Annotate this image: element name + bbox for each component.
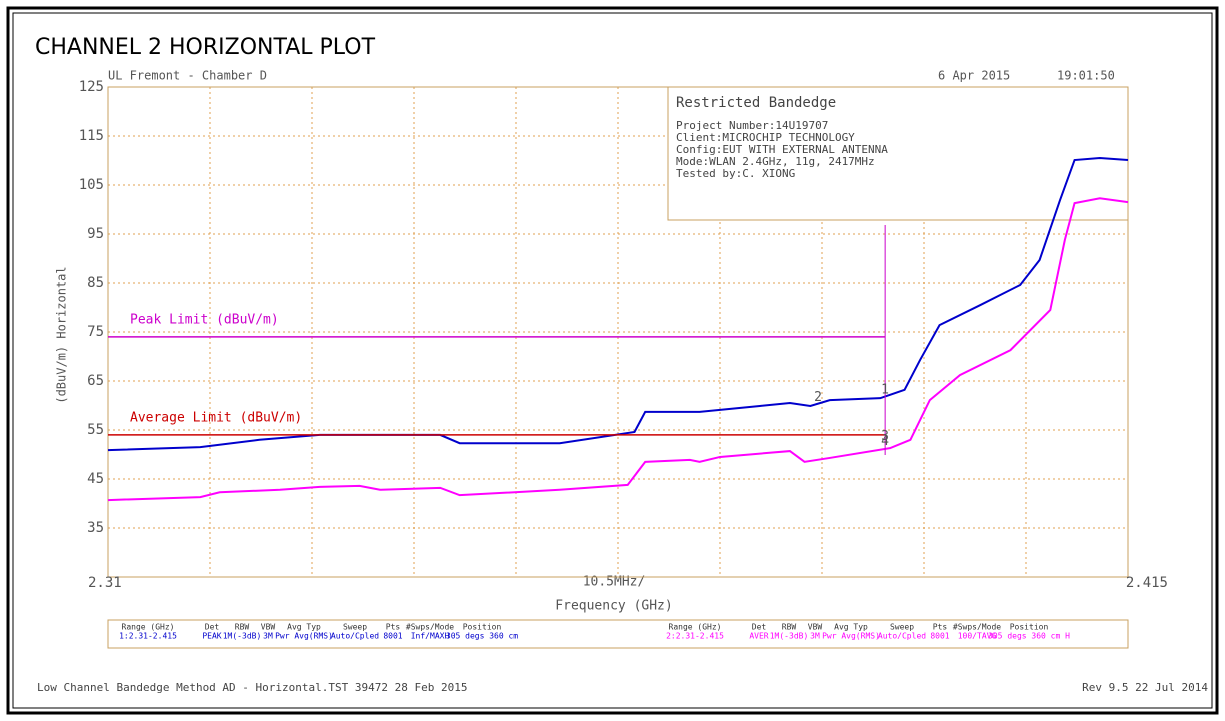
settings-box — [107, 619, 1129, 649]
settings-header: Sweep — [890, 623, 914, 632]
settings-header: Det — [752, 623, 767, 632]
settings-cell: AVER — [749, 632, 768, 641]
settings-cell: 8001 — [383, 632, 402, 641]
x-scale-label: 10.5MHz/ — [583, 575, 646, 590]
info-box — [667, 86, 1129, 221]
info-line: Tested by:C. XIONG — [676, 167, 795, 180]
y-tick-label: 75 — [87, 324, 104, 340]
settings-cell: 305 degs 360 cm — [446, 632, 518, 641]
y-tick-label: 95 — [87, 226, 104, 242]
settings-header: Position — [463, 623, 502, 632]
settings-cell: 2:2.31-2.415 — [666, 632, 724, 641]
trace — [107, 197, 1129, 502]
settings-header: Pts — [933, 623, 948, 632]
settings-cell: 1M(-3dB) — [770, 632, 809, 641]
y-tick-label: 115 — [79, 128, 104, 144]
page-frame-inner — [12, 12, 1213, 709]
x-axis-label: Frequency (GHz) — [555, 599, 672, 614]
settings-cell: 100/TAVG — [958, 632, 997, 641]
marker-label: 2 — [814, 390, 822, 405]
limit-label: Peak Limit (dBuV/m) — [130, 312, 279, 327]
y-tick-label: 35 — [87, 520, 104, 536]
header-date: 6 Apr 2015 — [938, 69, 1010, 83]
settings-header: Sweep — [343, 623, 367, 632]
x-tick-label: 2.31 — [88, 575, 122, 591]
settings-header: RBW — [235, 623, 250, 632]
chart-title: CHANNEL 2 HORIZONTAL PLOT — [35, 35, 376, 60]
marker-label: 1 — [881, 383, 889, 398]
y-axis-label: (dBuV/m) Horizontal — [55, 266, 69, 403]
settings-header: RBW — [782, 623, 797, 632]
settings-header: Range (GHz) — [122, 623, 175, 632]
header-time: 19:01:50 — [1057, 69, 1115, 83]
settings-cell: 1M(-3dB) — [223, 632, 262, 641]
y-tick-label: 105 — [79, 177, 104, 193]
info-line: Project Number:14U19707 — [676, 119, 828, 132]
settings-header: Position — [1010, 623, 1049, 632]
limit-label: Average Limit (dBuV/m) — [130, 410, 302, 425]
y-tick-label: 65 — [87, 373, 104, 389]
marker-label: 3 — [881, 429, 889, 444]
settings-cell: 305 degs 360 cm H — [988, 632, 1070, 641]
settings-header: Det — [205, 623, 220, 632]
settings-cell: 3M — [263, 632, 273, 641]
y-tick-label: 55 — [87, 422, 104, 438]
y-tick-label: 125 — [79, 79, 104, 95]
settings-cell: PEAK — [202, 632, 221, 641]
plot-frame — [107, 86, 1129, 578]
settings-header: #Swps/Mode — [953, 623, 1001, 632]
info-line: Client:MICROCHIP TECHNOLOGY — [676, 131, 855, 144]
settings-cell: Pwr Avg(RMS) — [822, 632, 880, 641]
page-frame — [6, 6, 1219, 715]
marker-label: 4 — [881, 434, 889, 449]
header-left: UL Fremont - Chamber D — [108, 69, 267, 83]
y-tick-label: 85 — [87, 275, 104, 291]
x-tick-label: 2.415 — [1126, 575, 1168, 591]
settings-cell: Pwr Avg(RMS) — [275, 632, 333, 641]
settings-header: Avg Typ — [834, 623, 868, 632]
settings-cell: 8001 — [930, 632, 949, 641]
settings-header: Range (GHz) — [669, 623, 722, 632]
info-title: Restricted Bandedge — [676, 95, 836, 111]
settings-header: Avg Typ — [287, 623, 321, 632]
footer-right: Rev 9.5 22 Jul 2014 — [1082, 681, 1208, 694]
info-line: Config:EUT WITH EXTERNAL ANTENNA — [676, 143, 888, 156]
y-tick-label: 45 — [87, 471, 104, 487]
settings-cell: Inf/MAXH — [411, 632, 450, 641]
settings-cell: Auto/Cpled — [878, 632, 926, 641]
settings-header: Pts — [386, 623, 401, 632]
settings-header: #Swps/Mode — [406, 623, 454, 632]
settings-header: VBW — [808, 623, 823, 632]
footer-left: Low Channel Bandedge Method AD - Horizon… — [37, 681, 467, 694]
settings-header: VBW — [261, 623, 276, 632]
info-line: Mode:WLAN 2.4GHz, 11g, 2417MHz — [676, 155, 875, 168]
settings-cell: 3M — [810, 632, 820, 641]
settings-cell: 1:2.31-2.415 — [119, 632, 177, 641]
settings-cell: Auto/Cpled — [331, 632, 379, 641]
